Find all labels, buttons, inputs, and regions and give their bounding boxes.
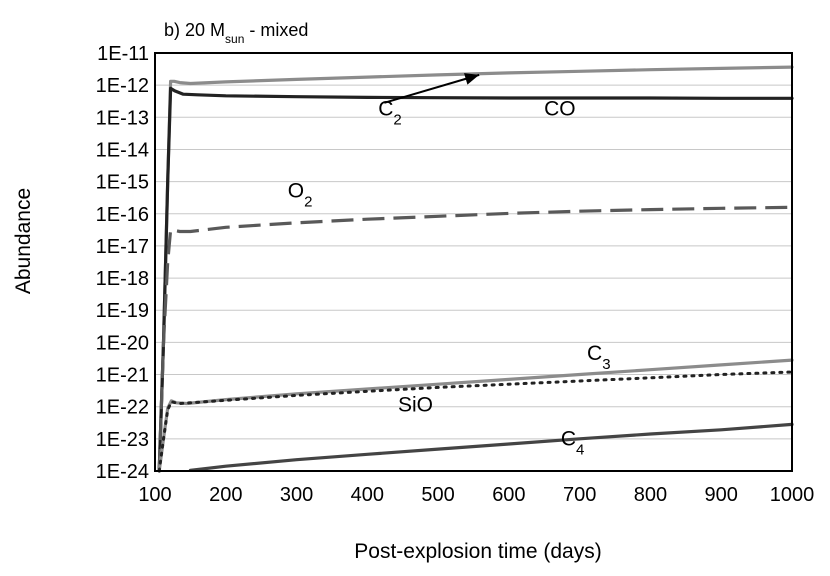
x-tick-label: 1000	[770, 484, 815, 506]
y-tick-label: 1E-11	[97, 43, 149, 65]
x-tick-label: 500	[421, 484, 454, 506]
y-tick-label: 1E-18	[96, 268, 149, 290]
series-label-c3: C3	[587, 342, 611, 373]
y-axis-ticks: 1E-11 1E-12 1E-13 1E-14 1E-15 1E-16 1E-17 1E-18…	[96, 43, 149, 483]
series-line-co	[157, 86, 794, 473]
x-tick-label: 100	[138, 484, 171, 506]
y-tick-label: 1E-22	[96, 397, 149, 419]
series-layer	[157, 65, 794, 473]
x-tick-label: 700	[563, 484, 596, 506]
y-tick-label: 1E-19	[96, 300, 149, 322]
y-tick-label: 1E-15	[96, 172, 149, 194]
arrow-head	[464, 73, 480, 85]
y-tick-label: 1E-23	[96, 429, 149, 451]
series-labels: C2 CO O2 C3 SiO C4	[288, 98, 611, 458]
x-tick-label: 900	[705, 484, 738, 506]
c2-annotation-arrow	[384, 73, 480, 104]
y-tick-label: 1E-13	[96, 107, 149, 129]
y-tick-label: 1E-17	[96, 236, 149, 258]
series-label-c2: C2	[378, 98, 402, 129]
y-tick-label: 1E-21	[96, 365, 149, 387]
arrow-shaft	[384, 73, 480, 104]
y-tick-label: 1E-16	[96, 204, 149, 226]
y-tick-label: 1E-14	[96, 139, 149, 161]
gridlines	[155, 84, 792, 440]
plot-frame	[154, 52, 793, 472]
series-line-sio	[157, 370, 794, 473]
series-label-sio: SiO	[398, 394, 433, 417]
series-line-c3	[157, 358, 794, 473]
y-axis-title: Abundance	[12, 188, 35, 294]
x-tick-label: 400	[351, 484, 384, 506]
x-tick-label: 600	[492, 484, 525, 506]
y-tick-label: 1E-20	[96, 332, 149, 354]
x-tick-label: 300	[280, 484, 313, 506]
series-line-o2	[157, 205, 793, 472]
series-line-c4	[188, 422, 794, 472]
y-tick-label: 1E-24	[96, 461, 149, 483]
y-tick-label: 1E-12	[96, 75, 149, 97]
series-label-c4: C4	[561, 427, 585, 458]
x-tick-label: 800	[634, 484, 667, 506]
series-label-o2: O2	[288, 180, 313, 211]
series-line-c2	[157, 65, 794, 473]
x-axis-ticks: 100 200 300 400 500 600 700 800 900 1000	[138, 484, 814, 506]
series-label-co: CO	[544, 98, 576, 121]
x-tick-label: 200	[209, 484, 242, 506]
x-axis-title: Post-explosion time (days)	[354, 540, 601, 563]
chart-title: b) 20 Msun - mixed	[164, 20, 308, 46]
